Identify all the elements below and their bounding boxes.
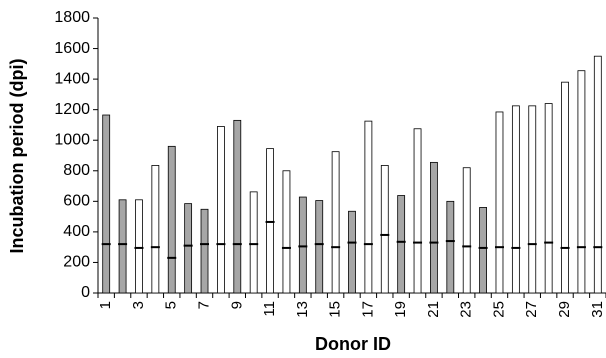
x-tick-label: 21 bbox=[425, 301, 442, 318]
x-tick-label: 15 bbox=[327, 301, 344, 318]
bar bbox=[348, 210, 356, 294]
x-tick-label: 1 bbox=[97, 301, 114, 309]
y-tick-label: 600 bbox=[63, 193, 90, 210]
x-tick-label: 7 bbox=[195, 301, 212, 309]
x-tick-label: 11 bbox=[261, 301, 278, 317]
y-tick-label: 0 bbox=[81, 284, 90, 301]
y-tick-label: 1000 bbox=[54, 131, 90, 148]
x-tick-label: 31 bbox=[589, 301, 606, 318]
bar bbox=[413, 128, 422, 294]
y-tick-label: 1400 bbox=[54, 70, 90, 87]
bar bbox=[151, 165, 160, 294]
bar bbox=[249, 191, 258, 294]
x-tick-label: 27 bbox=[523, 301, 540, 318]
bar bbox=[315, 200, 324, 294]
bar bbox=[217, 126, 225, 294]
x-tick-label: 17 bbox=[359, 301, 376, 318]
bar bbox=[102, 114, 111, 294]
x-tick-label: 13 bbox=[294, 301, 311, 318]
x-axis-title: Donor ID bbox=[315, 334, 391, 354]
y-tick-label: 400 bbox=[63, 223, 90, 240]
bar bbox=[446, 200, 455, 294]
y-tick-label: 200 bbox=[63, 254, 90, 271]
y-tick-label: 1200 bbox=[54, 101, 90, 118]
bar bbox=[430, 161, 438, 294]
bar bbox=[167, 145, 176, 294]
bar bbox=[544, 103, 553, 294]
bar bbox=[200, 208, 209, 294]
bar bbox=[331, 151, 340, 294]
bar bbox=[577, 70, 586, 294]
bar bbox=[282, 170, 291, 294]
bar bbox=[479, 207, 487, 294]
x-tick-label: 25 bbox=[490, 301, 507, 318]
bar bbox=[397, 195, 406, 294]
x-tick-label: 29 bbox=[556, 301, 573, 318]
bar bbox=[298, 196, 307, 294]
bar bbox=[593, 55, 602, 294]
x-tick-label: 5 bbox=[163, 301, 180, 309]
bar bbox=[184, 203, 193, 294]
bar bbox=[462, 167, 471, 294]
y-axis-title: Incubation period (dpi) bbox=[7, 59, 27, 254]
x-tick-label: 19 bbox=[392, 301, 409, 318]
bar bbox=[266, 148, 274, 294]
bar bbox=[528, 105, 537, 294]
bar bbox=[380, 165, 389, 294]
x-tick-label: 3 bbox=[130, 301, 147, 309]
y-tick-label: 800 bbox=[63, 162, 90, 179]
bar bbox=[561, 81, 569, 294]
bar bbox=[118, 199, 127, 294]
y-tick-label: 1800 bbox=[54, 9, 90, 26]
bar bbox=[364, 120, 373, 294]
x-tick-label: 23 bbox=[458, 301, 475, 318]
bar bbox=[233, 119, 242, 294]
bar bbox=[511, 105, 520, 294]
y-tick-label: 1600 bbox=[54, 40, 90, 57]
x-tick-label: 9 bbox=[228, 301, 245, 309]
bar bbox=[135, 199, 143, 294]
bar bbox=[495, 111, 504, 294]
